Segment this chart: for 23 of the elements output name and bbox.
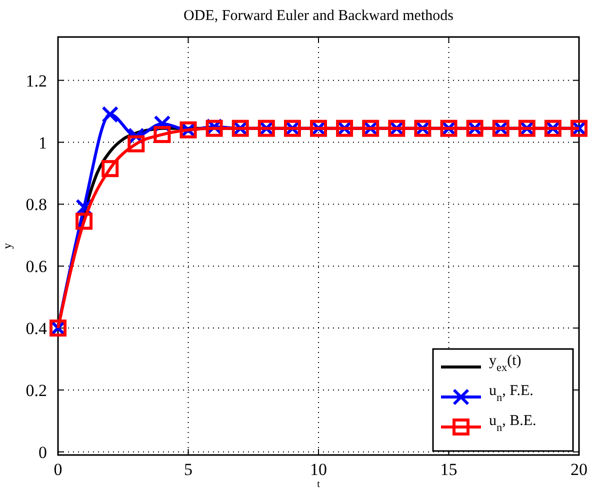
- y-tick-label: 1.2: [26, 71, 47, 90]
- y-axis-title: y: [0, 243, 14, 249]
- point: [154, 126, 171, 144]
- point: [128, 135, 145, 152]
- y-tick-label: 0.2: [26, 380, 47, 400]
- legend-label: u$_{n}$, B.E.: [489, 413, 536, 434]
- legend-label: y$_{ex}$(t): [489, 353, 522, 374]
- x-tick-label: 5: [184, 460, 192, 479]
- y-tick-label: 0.8: [26, 195, 47, 214]
- chart-title: ODE, Forward Euler and Backward methods: [184, 8, 454, 24]
- y-tick-label: 0.6: [26, 257, 47, 276]
- x-tick-label: 10: [310, 460, 327, 479]
- y-tick-label: 0: [38, 442, 47, 462]
- x-tick-label: 20: [570, 460, 588, 479]
- point: [76, 212, 93, 230]
- point: [102, 106, 119, 123]
- y-tick-label: 0.4: [26, 319, 48, 338]
- legend-label: u$_{n}$, F.E.: [489, 383, 534, 404]
- y-tick-label: 1: [38, 133, 47, 152]
- x-axis-title: t: [317, 479, 320, 490]
- x-tick-label: 0: [54, 460, 62, 479]
- x-tick-label: 15: [440, 460, 458, 479]
- point: [102, 160, 119, 178]
